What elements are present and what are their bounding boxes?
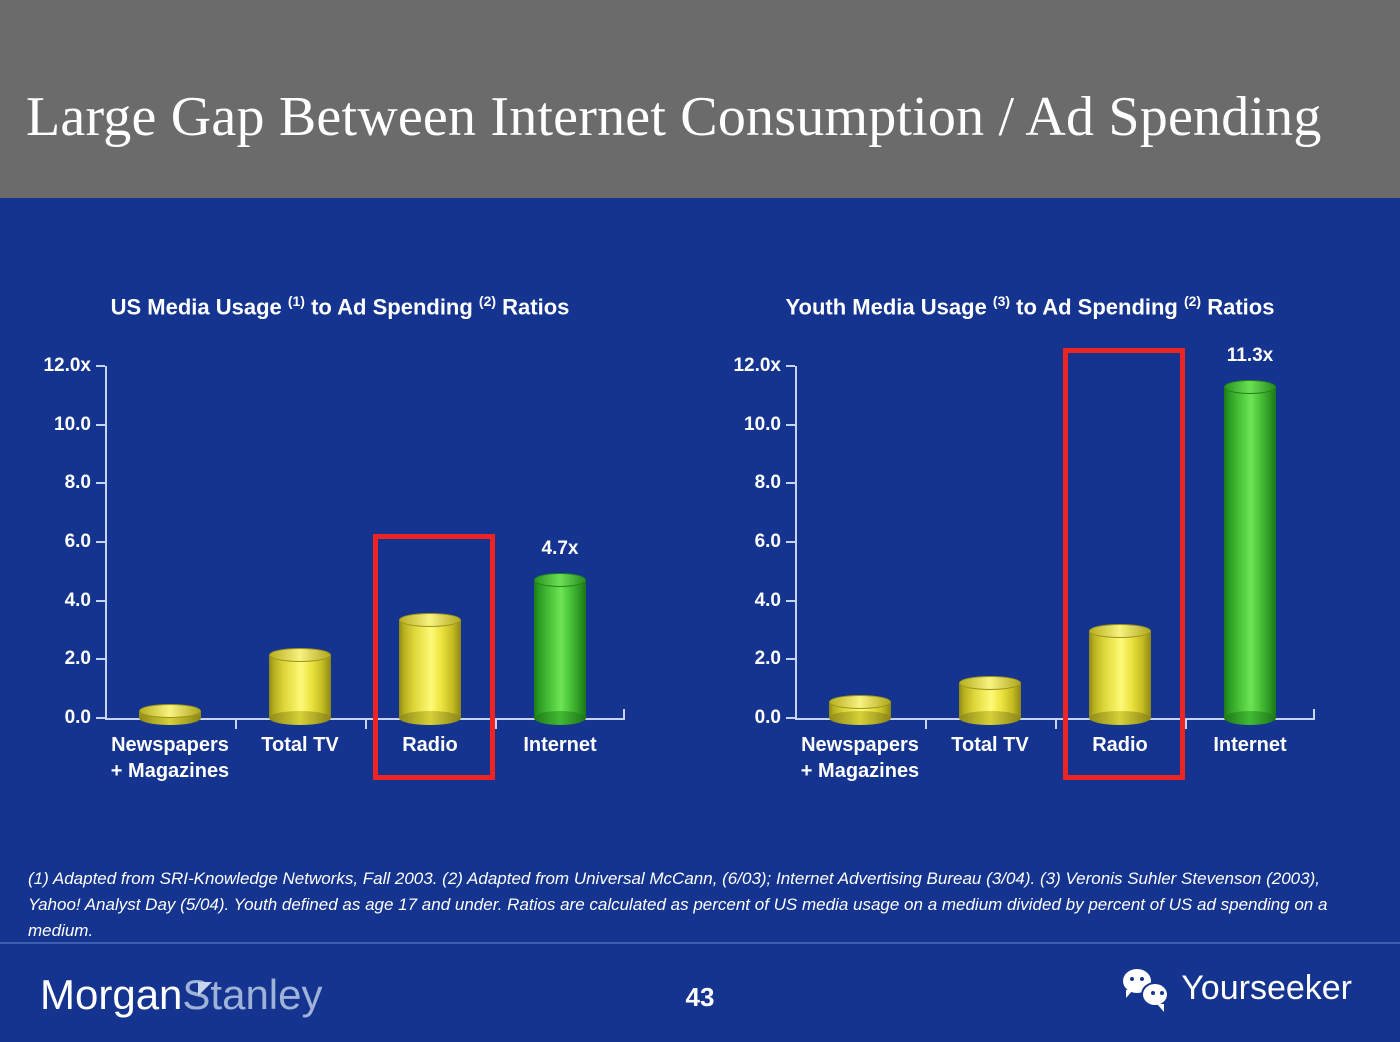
x-category-label-us-2: Radio [402, 734, 458, 756]
y-axis-us [105, 366, 107, 718]
chart-title-youth-part-2: to Ad Spending [1010, 294, 1184, 320]
chart-title-us-part-2: to Ad Spending [304, 294, 479, 320]
x-axis-end-tick-youth [1313, 709, 1315, 720]
x-category-label-us-3: Internet [523, 734, 597, 756]
y-tick-label-youth-0: 0.0 [754, 707, 781, 728]
slide-footer: MorganStanley 43 Yourseeker [0, 950, 1400, 1042]
chart-title-youth-footnote-1: (3) [992, 293, 1011, 309]
x-category-label-youth-0: Newspapers + Magazines [800, 734, 920, 782]
y-tick-youth-4 [786, 482, 795, 485]
yourseeker-label: Yourseeker [1181, 969, 1352, 1007]
chart-title-youth-part-1: Youth Media Usage [785, 294, 993, 320]
bar-us-0[interactable] [139, 703, 201, 725]
chart-title-us: US Media Usage (1) to Ad Spending (2) Ra… [10, 284, 670, 324]
x-category-label-youth-1: Total TV [951, 734, 1029, 756]
x-category-label-us-0: Newspapers + Magazines [110, 734, 230, 782]
plot-area-us: 0.0 2.0 4.0 6.0 8.0 10.0 12.0x Newspapers + Maga… [43, 355, 625, 782]
x-tick-youth-3 [1185, 720, 1187, 729]
chart-title-us-footnote-2: (2) [478, 293, 497, 309]
chart-title-youth-part-3: Ratios [1201, 294, 1275, 320]
y-tick-label-us-0: 0.0 [64, 707, 91, 728]
y-tick-us-4 [96, 482, 105, 485]
x-category-label-us-1: Total TV [261, 734, 339, 756]
slide-body: US Media Usage (1) to Ad Spending (2) Ra… [0, 198, 1400, 1042]
y-tick-label-youth-4: 8.0 [754, 472, 781, 494]
chart-title-us-part-3: Ratios [496, 294, 570, 320]
y-axis-youth [795, 366, 797, 718]
bar-us-3[interactable] [534, 573, 586, 725]
bar-youth-3[interactable] [1224, 379, 1276, 725]
chart-title-us-part-1: US Media Usage [110, 294, 288, 320]
title-band: Large Gap Between Internet Consumption /… [0, 0, 1400, 198]
y-tick-us-5 [96, 423, 105, 426]
chart-title-youth-footnote-2: (2) [1183, 293, 1202, 309]
x-axis-youth [795, 718, 1315, 720]
chart-panel-youth-media-usage: Youth Media Usage (3) to Ad Spending (2)… [700, 198, 1390, 818]
plot-area-youth: 0.0 2.0 4.0 6.0 8.0 10.0 12.0x Newspapers + Maga… [733, 345, 1315, 782]
y-tick-label-youth-5: 10.0 [744, 413, 781, 435]
x-tick-youth-2 [1055, 720, 1057, 729]
y-tick-label-us-6: 12.0x [43, 355, 91, 376]
chart-title-youth: Youth Media Usage (3) to Ad Spending (2)… [700, 284, 1360, 324]
y-tick-youth-1 [786, 658, 795, 661]
footnote-text: (1) Adapted from SRI-Knowledge Networks,… [28, 869, 1328, 940]
y-tick-label-youth-6: 12.0x [733, 355, 781, 376]
x-tick-us-2 [365, 720, 367, 729]
y-tick-youth-3 [786, 541, 795, 543]
y-tick-us-3 [96, 541, 105, 543]
y-tick-label-youth-2: 4.0 [754, 589, 781, 611]
chart-panel-us-media-usage: US Media Usage (1) to Ad Spending (2) Ra… [10, 198, 700, 818]
x-axis-end-tick-us [623, 709, 625, 720]
x-tick-us-3 [495, 720, 497, 729]
footer-divider [0, 942, 1400, 944]
y-tick-label-us-4: 8.0 [64, 472, 91, 494]
y-tick-label-us-5: 10.0 [54, 413, 91, 435]
x-tick-youth-1 [925, 720, 927, 729]
bar-value-label-us-3: 4.7x [541, 538, 579, 560]
page-number: 43 [685, 982, 715, 1012]
x-axis-us [105, 718, 625, 720]
morgan-stanley-mark-icon [198, 982, 212, 996]
y-tick-youth-2 [786, 599, 795, 602]
x-category-label-youth-2: Radio [1092, 734, 1148, 756]
y-tick-us-2 [96, 599, 105, 602]
wechat-icon [1123, 969, 1170, 1012]
x-category-label-youth-3: Internet [1213, 734, 1287, 756]
y-tick-label-us-1: 2.0 [64, 648, 91, 670]
morgan-stanley-logo: MorganStanley [40, 970, 323, 1020]
y-tick-label-us-3: 6.0 [64, 531, 91, 552]
bar-youth-1[interactable] [959, 675, 1021, 725]
y-tick-label-youth-3: 6.0 [754, 531, 781, 552]
y-tick-us-1 [96, 658, 105, 661]
bar-youth-2[interactable] [1089, 624, 1151, 725]
brand-morgan: Morgan [40, 971, 183, 1018]
y-tick-label-youth-1: 2.0 [754, 648, 781, 670]
y-tick-youth-5 [786, 423, 795, 426]
bar-value-label-youth-3: 11.3x [1226, 344, 1274, 366]
y-tick-label-us-2: 4.0 [64, 589, 91, 611]
page-title: Large Gap Between Internet Consumption /… [26, 86, 1322, 148]
y-tick-us-6 [96, 365, 105, 367]
y-tick-us-0 [96, 717, 105, 719]
x-tick-us-1 [235, 720, 237, 729]
bar-us-1[interactable] [269, 647, 331, 725]
y-tick-youth-0 [786, 717, 795, 719]
chart-title-us-footnote-1: (1) [287, 293, 305, 309]
bar-youth-0[interactable] [829, 694, 891, 725]
yourseeker-watermark: Yourseeker [1123, 968, 1352, 1012]
y-tick-youth-6 [786, 365, 795, 367]
bar-us-2[interactable] [399, 612, 461, 725]
